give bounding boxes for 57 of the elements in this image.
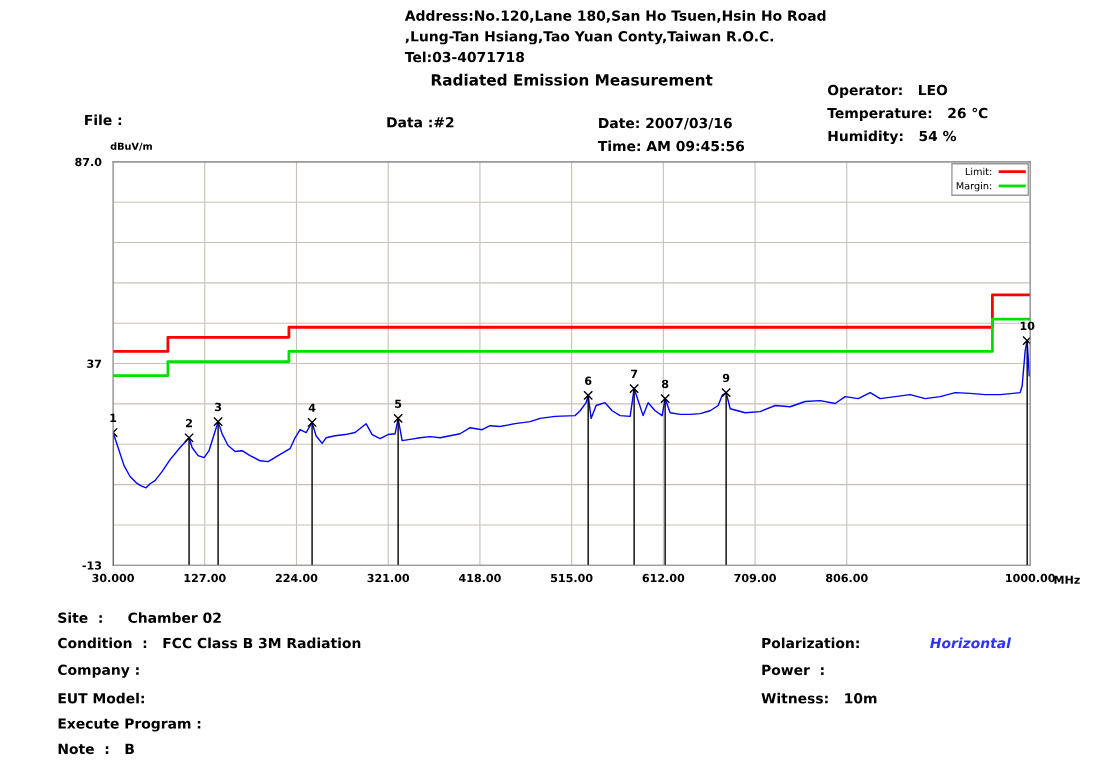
text: Address:No.120,Lane 180,San Ho Tsuen,Hsin Ho Road <box>404 10 826 23</box>
text: Time: AM 09:45:56 <box>597 140 745 152</box>
text: Tel:03-4071718 <box>404 51 525 63</box>
text: Date: 2007/03/16 <box>599 117 732 130</box>
text: File : <box>85 114 122 126</box>
annotation: 1 <box>110 413 117 422</box>
y-tick-label: 37 <box>87 359 102 368</box>
text: EUT Model: <box>58 692 144 704</box>
x-tick-label: 709.00 <box>734 573 776 583</box>
x-tick-label: 30.000 <box>92 573 134 583</box>
text: Site : Chamber 02 <box>58 612 221 623</box>
annotation: 2 <box>186 418 192 428</box>
x-tick-label: 806.00 <box>826 573 868 583</box>
x-tick-label: 321.00 <box>367 573 410 583</box>
x-tick-label: 612.00 <box>642 573 685 583</box>
annotation: 6 <box>585 376 592 385</box>
point <box>307 417 317 428</box>
point <box>629 383 639 394</box>
point <box>583 390 594 401</box>
y-tick-label: -13 <box>82 561 102 570</box>
legend-label: Margin: <box>956 181 992 192</box>
y-axis-title: dBuV/m <box>110 142 152 151</box>
x-tick-label: 127.00 <box>184 573 226 583</box>
point <box>184 432 194 443</box>
text: ,Lung-Tan Hsiang,Tao Yuan Conty,Taiwan R.O.C. <box>405 30 774 45</box>
point <box>660 393 671 404</box>
text: Horizontal <box>930 637 1012 649</box>
chart-title: Radiated Emission Measurement <box>431 73 713 86</box>
legend-label: Limit: <box>965 167 992 176</box>
text: Note : B <box>58 743 134 755</box>
x-axis-title: MHz <box>1054 575 1080 584</box>
text: Power : <box>762 664 824 676</box>
text: Polarization: <box>762 637 859 649</box>
text: Operator: LEO <box>827 84 948 98</box>
point <box>721 387 731 398</box>
x-tick-label: 515.00 <box>551 573 593 583</box>
annotation: 3 <box>214 402 222 412</box>
y-tick-label: 87.0 <box>75 157 102 167</box>
annotation: 4 <box>308 403 316 412</box>
annotation: 9 <box>722 373 730 383</box>
text: Execute Program : <box>58 718 201 732</box>
text: Witness: 10m <box>761 692 877 704</box>
text: Temperature: 26 ℃ <box>827 107 988 121</box>
text: Company : <box>58 664 139 678</box>
point <box>393 413 403 424</box>
annotation: 10 <box>1020 321 1035 331</box>
text: Condition : FCC Class B 3M Radiation <box>58 637 361 649</box>
point <box>213 416 223 427</box>
annotation: 7 <box>631 369 638 378</box>
x-tick-label: 418.00 <box>458 573 501 583</box>
annotation: 8 <box>661 379 669 389</box>
annotation: 5 <box>395 399 402 408</box>
x-tick-label: 224.00 <box>275 573 318 583</box>
x-tick-label: 1000.00 <box>1006 573 1055 583</box>
text: Data :#2 <box>387 117 454 128</box>
text: Humidity: 54 % <box>828 130 957 145</box>
point <box>1022 335 1031 346</box>
